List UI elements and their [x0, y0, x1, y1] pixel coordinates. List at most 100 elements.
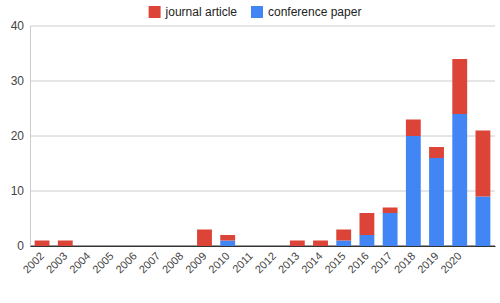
x-tick-label: 2005 — [90, 250, 116, 276]
y-tick: 10 — [11, 184, 30, 198]
x-tick-label: 2012 — [252, 250, 278, 276]
bar — [406, 120, 421, 137]
x-tick-label: 2007 — [136, 250, 162, 276]
bar — [58, 241, 73, 247]
bar — [383, 213, 398, 246]
bar — [359, 213, 374, 235]
x-tick-label: 2017 — [368, 250, 394, 276]
x-tick: 2002 — [20, 250, 46, 276]
bar — [336, 241, 351, 247]
x-tick: 2016 — [345, 250, 371, 276]
bar — [243, 246, 258, 247]
bar — [151, 246, 166, 247]
y-tick: 30 — [11, 74, 30, 88]
x-tick: 2011 — [230, 250, 255, 275]
grid-line — [30, 81, 495, 82]
x-tick-label: 2004 — [67, 250, 93, 276]
bar — [476, 197, 491, 247]
x-tick-label: 2014 — [299, 250, 325, 276]
bar — [197, 230, 212, 247]
x-tick-label: 2008 — [160, 250, 186, 276]
bar — [35, 241, 50, 247]
x-tick-label: 2010 — [206, 250, 232, 276]
legend-label: conference paper — [268, 5, 361, 19]
bar — [290, 241, 305, 247]
x-tick: 2007 — [136, 250, 162, 276]
bar — [452, 114, 467, 246]
y-axis: 0 10 20 30 40 — [11, 19, 31, 253]
x-tick-label: 2015 — [322, 250, 348, 276]
y-tick-label: 0 — [17, 239, 24, 253]
bar — [104, 246, 119, 247]
x-tick: 2015 — [322, 250, 348, 276]
legend: journal article conference paper — [149, 5, 362, 19]
x-tick: 2010 — [206, 250, 232, 276]
x-tick: 2018 — [392, 250, 418, 276]
x-tick: 2003 — [44, 250, 70, 276]
x-tick: 2020 — [438, 250, 464, 276]
bar — [243, 246, 258, 247]
y-tick-label: 30 — [11, 74, 25, 88]
bar — [383, 208, 398, 214]
x-axis-line — [31, 246, 496, 247]
bar — [429, 158, 444, 246]
x-axis: 2002200320042005200620072008200920102011… — [20, 247, 495, 276]
legend-label: journal article — [165, 5, 238, 19]
y-axis-line — [30, 27, 31, 247]
bar — [81, 246, 96, 247]
bar — [174, 246, 189, 247]
x-tick: 2012 — [252, 250, 278, 276]
x-tick-label: 2003 — [44, 250, 70, 276]
grid — [30, 26, 495, 246]
grid-line — [30, 191, 495, 192]
bar — [267, 246, 282, 247]
chart: 0 10 20 30 40 2002200320042005200620072008200… — [0, 0, 500, 303]
grid-line — [30, 26, 495, 27]
x-tick: 2006 — [113, 250, 139, 276]
x-tick-label: 2009 — [183, 250, 209, 276]
bar — [127, 246, 142, 247]
x-tick: 2013 — [276, 250, 302, 276]
x-tick: 2009 — [183, 250, 209, 276]
bar — [104, 246, 119, 247]
bar — [429, 147, 444, 158]
x-tick-label: 2016 — [345, 250, 371, 276]
x-tick: 2017 — [368, 250, 394, 276]
grid-line — [30, 136, 495, 137]
bar — [267, 246, 282, 247]
x-tick-label: 2020 — [438, 250, 464, 276]
x-tick-label: 2006 — [113, 250, 139, 276]
y-tick: 20 — [11, 129, 30, 143]
y-tick-label: 40 — [11, 19, 25, 33]
x-tick-label: 2011 — [230, 250, 255, 275]
x-tick-label: 2019 — [415, 250, 441, 276]
x-tick: 2008 — [160, 250, 186, 276]
bar — [220, 235, 235, 241]
bar — [127, 246, 142, 247]
x-tick-label: 2002 — [20, 250, 46, 276]
bar — [406, 136, 421, 246]
legend-swatch — [149, 6, 161, 18]
bar — [336, 230, 351, 241]
x-tick: 2004 — [67, 250, 93, 276]
legend-swatch — [251, 6, 263, 18]
bar — [452, 59, 467, 114]
bar — [151, 246, 166, 247]
bar — [220, 241, 235, 247]
y-tick-label: 20 — [11, 129, 25, 143]
y-tick: 0 — [17, 239, 30, 253]
y-tick: 40 — [11, 19, 30, 33]
legend-item: conference paper — [251, 5, 361, 19]
bars — [35, 59, 491, 246]
grid-line — [30, 246, 495, 247]
x-tick: 2019 — [415, 250, 441, 276]
x-tick: 2014 — [299, 250, 325, 276]
bar — [359, 235, 374, 246]
bar — [81, 246, 96, 247]
legend-item: journal article — [149, 5, 238, 19]
bar — [476, 131, 491, 197]
x-tick-label: 2013 — [276, 250, 302, 276]
x-tick: 2005 — [90, 250, 116, 276]
y-tick-label: 10 — [11, 184, 25, 198]
x-tick-label: 2018 — [392, 250, 418, 276]
